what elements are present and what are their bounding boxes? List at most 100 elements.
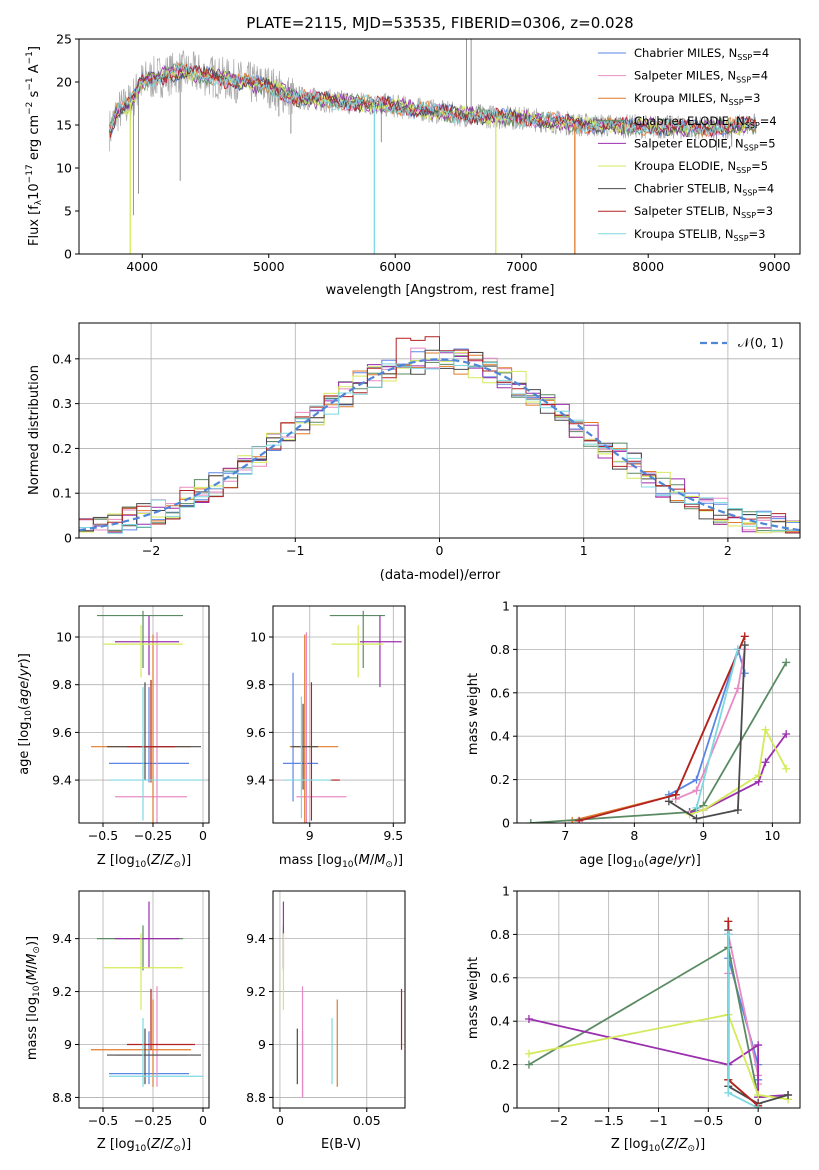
- legend-label-main: Salpeter STELIB, N: [634, 204, 741, 218]
- y-tick-label: 0: [64, 531, 72, 546]
- x-tick-label: 0: [436, 543, 444, 558]
- series-marker: [784, 1090, 793, 1099]
- legend-label-tail: =4: [752, 46, 769, 60]
- series-kroupa-stelib: [724, 930, 763, 1108]
- series-marker: [754, 771, 763, 780]
- legend-label: Chabrier ELODIE, NSSP=4: [634, 114, 777, 130]
- legend-label-tail: =4: [760, 114, 777, 128]
- errorbar-salpeter-elodie: [115, 901, 179, 968]
- y-tick-label: 10: [56, 630, 72, 645]
- massweight-vs-age-panel: 7 8 9 10 0 0.2 0.4 0.6 0.8 1: [490, 599, 801, 843]
- series-salpeter-stelib: [575, 632, 749, 823]
- series-marker: [761, 725, 770, 734]
- errorbar-chabrier-stelib: [291, 703, 319, 790]
- y-tick-label: 0.6: [490, 970, 510, 985]
- legend-label: Salpeter MILES, NSSP=4: [634, 69, 768, 85]
- x-tick-label: 5000: [253, 259, 285, 274]
- y-tick-label: 9.2: [52, 984, 72, 999]
- errorbar-salpeter-elodie: [115, 615, 179, 676]
- errorbar-salpeter-stelib: [310, 682, 340, 821]
- series-marker: [761, 758, 770, 767]
- series-chabrier-stelib: [664, 641, 749, 823]
- spectrum-ylabel: Flux [fλ10−17 erg cm−2 s−1 A−1]: [25, 46, 44, 246]
- errorbar-salpeter-miles: [296, 632, 347, 823]
- series-marker: [664, 797, 673, 806]
- grid-lines: [79, 891, 209, 1108]
- errorbar-salpeter-stelib: [127, 679, 175, 783]
- errorbar-kroupa-miles: [289, 634, 339, 823]
- series-marker: [692, 775, 701, 784]
- plot-area: [91, 610, 203, 823]
- model-spectrum-kroupa-stelib: [109, 62, 757, 136]
- series-marker: [740, 632, 749, 641]
- age-z-xlabel: Z [log10(Z/Z⊙)]: [97, 853, 191, 870]
- grid-lines: [79, 606, 209, 823]
- errorbar-kroupa-stelib: [109, 1018, 203, 1087]
- x-tick-label: −0.25: [134, 1113, 172, 1128]
- errorbar-kroupa-stelib: [284, 696, 332, 819]
- x-tick-label: 0.05: [353, 1113, 381, 1128]
- spectrum-panel: 4000 5000 6000 7000 8000 9000 0 5 10 15 20 25 Chabri…: [56, 32, 801, 274]
- series-marker: [692, 786, 701, 795]
- series-marker: [724, 930, 733, 939]
- y-tick-label: 8.8: [246, 1090, 266, 1105]
- y-tick-label: 0.8: [490, 927, 510, 942]
- series-marker: [524, 1049, 533, 1058]
- grid-lines: [517, 605, 800, 824]
- series-marker: [692, 803, 701, 812]
- x-tick-label: −2: [142, 543, 160, 558]
- legend-label-main: Kroupa STELIB, N: [634, 227, 734, 241]
- errorbar-kroupa-elodie: [103, 933, 183, 1011]
- y-tick-label: 15: [56, 118, 72, 133]
- errorbar-kroupa-elodie: [331, 625, 384, 678]
- legend-label: Chabrier STELIB, NSSP=4: [634, 182, 774, 198]
- y-tick-label: 0: [502, 816, 510, 831]
- y-tick-label: 9.6: [52, 725, 72, 740]
- legend-label-tail: =4: [751, 69, 768, 83]
- legend-label-tail: =3: [744, 91, 761, 105]
- legend-label: Kroupa ELODIE, NSSP=5: [634, 159, 768, 175]
- y-tick-label: 0.4: [52, 351, 72, 366]
- mw-age-ylabel: mass weight: [466, 673, 481, 755]
- y-tick-label: 0.2: [490, 772, 510, 787]
- y-tick-label: 0.2: [490, 1057, 510, 1072]
- x-tick-label: 1: [580, 543, 588, 558]
- massweight-vs-metallicity-panel: −2 −1.5 −1 −0.5 0 0 0.2 0.4 0.6 0.8 1: [490, 884, 801, 1128]
- plot-area: [79, 336, 800, 534]
- x-tick-label: 9: [699, 828, 707, 843]
- errorbar-chabrier-miles: [283, 672, 319, 802]
- x-tick-label: 9: [306, 828, 314, 843]
- legend-label-sub: SSP: [745, 121, 760, 130]
- x-tick-label: 9.5: [383, 828, 403, 843]
- y-tick-label: 1: [502, 599, 510, 614]
- x-tick-label: 7: [561, 828, 569, 843]
- y-tick-label: 0.4: [490, 729, 510, 744]
- axes-frame: [78, 890, 210, 1109]
- legend-label-tail: =4: [757, 182, 774, 196]
- y-tick-label: 25: [56, 32, 72, 47]
- series-marker: [754, 1090, 763, 1099]
- mw-age-xlabel: age [log10(age/yr)]: [579, 853, 701, 870]
- y-tick-label: 1: [502, 884, 510, 899]
- x-tick-label: 0: [754, 1113, 762, 1128]
- axes: 7 8 9 10 0 0.2 0.4 0.6 0.8 1: [490, 599, 801, 843]
- x-tick-label: 0: [199, 1113, 207, 1128]
- legend-label: Kroupa STELIB, NSSP=3: [634, 227, 765, 243]
- y-tick-label: 0: [64, 247, 72, 262]
- errorbar-salpeter-stelib: [127, 988, 195, 1050]
- y-tick-label: 20: [56, 75, 72, 90]
- age-vs-mass-panel: 9 9.5 9.4 9.6 9.8 10: [246, 605, 406, 843]
- series-line: [528, 1013, 789, 1101]
- y-tick-label: 9.4: [246, 773, 266, 788]
- series-marker: [724, 917, 733, 926]
- spectrum-xlabel: wavelength [Angstrom, rest frame]: [326, 283, 555, 298]
- axes: 9 9.5 9.4 9.6 9.8 10: [246, 605, 406, 843]
- legend-label-main: Kroupa ELODIE, N: [634, 159, 736, 173]
- plot-area: [283, 610, 402, 823]
- legend-label-main: Salpeter ELODIE, N: [634, 136, 744, 150]
- x-tick-label: −0.5: [693, 1113, 723, 1128]
- axes-frame: [272, 890, 406, 1109]
- errorbar-salpeter-miles: [115, 632, 187, 823]
- grid-lines: [273, 891, 405, 1108]
